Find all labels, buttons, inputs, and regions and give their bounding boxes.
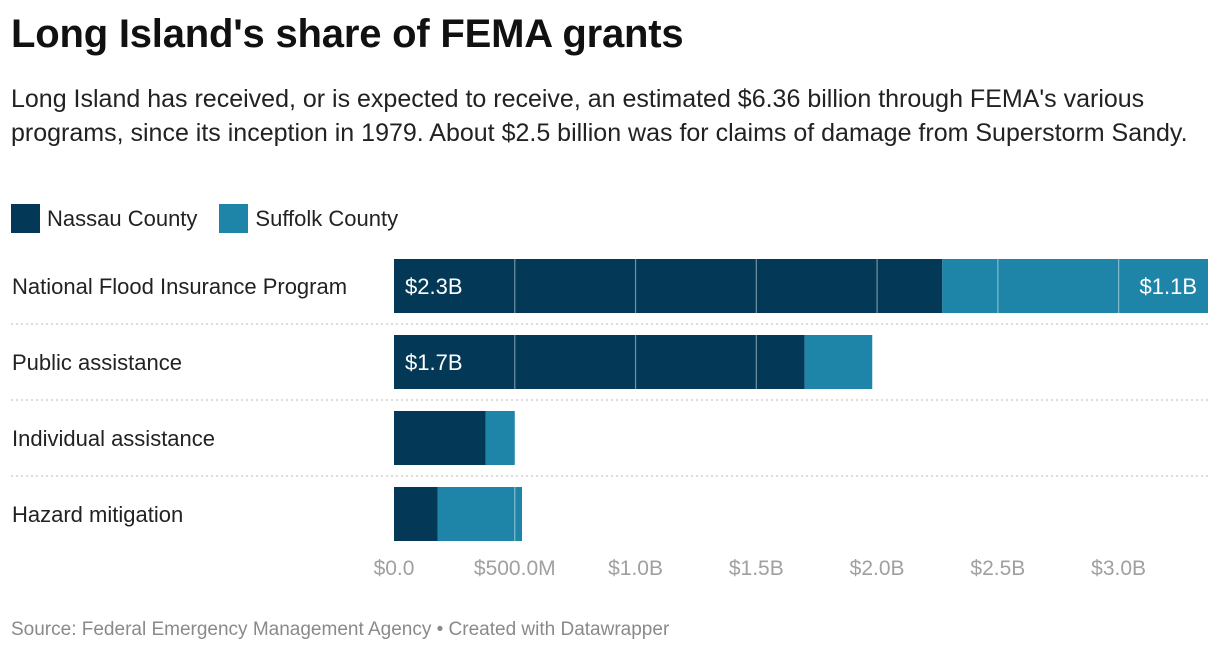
x-tick-label: $3.0B (1091, 557, 1146, 580)
legend: Nassau County Suffolk County (11, 204, 420, 233)
x-tick-label: $2.0B (850, 557, 905, 580)
data-label-nassau-county-public-assistance: $1.7B (405, 350, 463, 375)
data-label-nassau-county-national-flood-insurance-program: $2.3B (405, 274, 463, 299)
bar-suffolk-county-national-flood-insurance-program (942, 259, 1208, 313)
bar-nassau-county-national-flood-insurance-program (394, 259, 943, 313)
source-note: Source: Federal Emergency Management Age… (11, 619, 670, 640)
category-label-hazard-mitigation: Hazard mitigation (12, 502, 183, 527)
bar-suffolk-county-individual-assistance (485, 411, 515, 465)
bar-nassau-county-individual-assistance (394, 411, 486, 465)
x-tick-label: $1.5B (729, 557, 784, 580)
bar-chart: National Flood Insurance Program $2.3B $1.… (11, 259, 1208, 580)
legend-swatch-nassau (11, 204, 40, 233)
legend-label-nassau: Nassau County (47, 205, 198, 231)
category-label-individual-assistance: Individual assistance (12, 426, 215, 451)
legend-label-suffolk: Suffolk County (255, 205, 399, 231)
legend-swatch-suffolk (219, 204, 249, 233)
legend-item-nassau: Nassau County (11, 204, 197, 233)
bar-suffolk-county-public-assistance (804, 335, 873, 389)
chart-title: Long Island's share of FEMA grants (11, 12, 684, 56)
bar-nassau-county-public-assistance (394, 335, 805, 389)
x-tick-label: $0.0 (374, 557, 415, 580)
x-tick-label: $500.0M (474, 557, 556, 580)
chart-subtitle: Long Island has received, or is expected… (11, 85, 1188, 147)
x-tick-label: $1.0B (608, 557, 663, 580)
bar-nassau-county-hazard-mitigation (394, 487, 438, 541)
x-tick-label: $2.5B (970, 557, 1025, 580)
data-label-suffolk-county-national-flood-insurance-program: $1.1B (1140, 274, 1198, 299)
legend-item-suffolk: Suffolk County (219, 204, 398, 233)
category-label-public-assistance: Public assistance (12, 350, 182, 375)
bar-suffolk-county-hazard-mitigation (437, 487, 523, 541)
category-label-national-flood-insurance-program: National Flood Insurance Program (12, 274, 347, 299)
